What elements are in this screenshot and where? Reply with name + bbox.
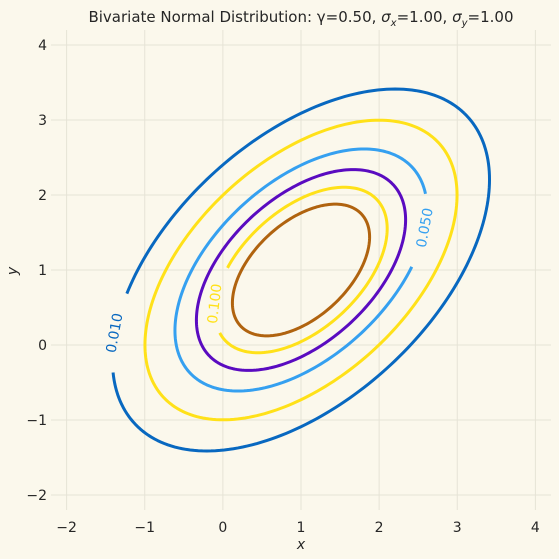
contour-line-2 — [173, 147, 427, 393]
title-sigma-x: σ — [381, 8, 391, 26]
y-tick-label: −2 — [26, 488, 47, 504]
x-tick-label: −2 — [56, 520, 77, 536]
x-tick-label: 3 — [453, 520, 462, 536]
grid-lines — [51, 30, 551, 510]
title-sigma-x-sub: x — [390, 18, 397, 29]
contour-labels: 0.010 0.050 0.100 — [104, 207, 437, 355]
title-sigma-x-value: =1.00, — [397, 8, 453, 26]
contour-label-4: 0.100 — [205, 283, 226, 325]
x-tick-label: 4 — [531, 520, 540, 536]
y-tick-label: 0 — [38, 338, 47, 354]
title-prefix: Bivariate Normal Distribution: γ=0.50, — [88, 8, 381, 26]
axis-ticks: −2 −1 0 1 2 3 4 −2 −1 0 1 2 3 4 — [26, 38, 540, 536]
y-axis-label: y — [5, 266, 21, 276]
chart-title: Bivariate Normal Distribution: γ=0.50, σ… — [88, 8, 513, 29]
contour-line-4 — [218, 185, 389, 355]
title-sigma-y: σ — [452, 8, 462, 26]
x-tick-label: 1 — [297, 520, 306, 536]
y-tick-label: 3 — [38, 113, 47, 129]
x-axis-label: x — [296, 537, 306, 553]
x-tick-label: 2 — [375, 520, 384, 536]
contour-line-1 — [143, 118, 459, 422]
title-sigma-y-value: =1.00 — [468, 8, 514, 26]
x-tick-label: 0 — [218, 520, 227, 536]
contour-line-0 — [111, 87, 492, 453]
y-tick-label: 1 — [38, 263, 47, 279]
contour-label-0: 0.010 — [104, 312, 127, 354]
x-tick-label: −1 — [134, 520, 155, 536]
y-tick-label: 2 — [38, 188, 47, 204]
contour-label-2: 0.050 — [414, 207, 437, 249]
contour-lines — [111, 87, 492, 453]
title-sigma-y-sub: y — [461, 18, 469, 29]
contour-line-5 — [230, 202, 372, 338]
contour-line-3 — [194, 168, 408, 372]
y-tick-label: −1 — [26, 413, 47, 429]
y-tick-label: 4 — [38, 38, 47, 54]
